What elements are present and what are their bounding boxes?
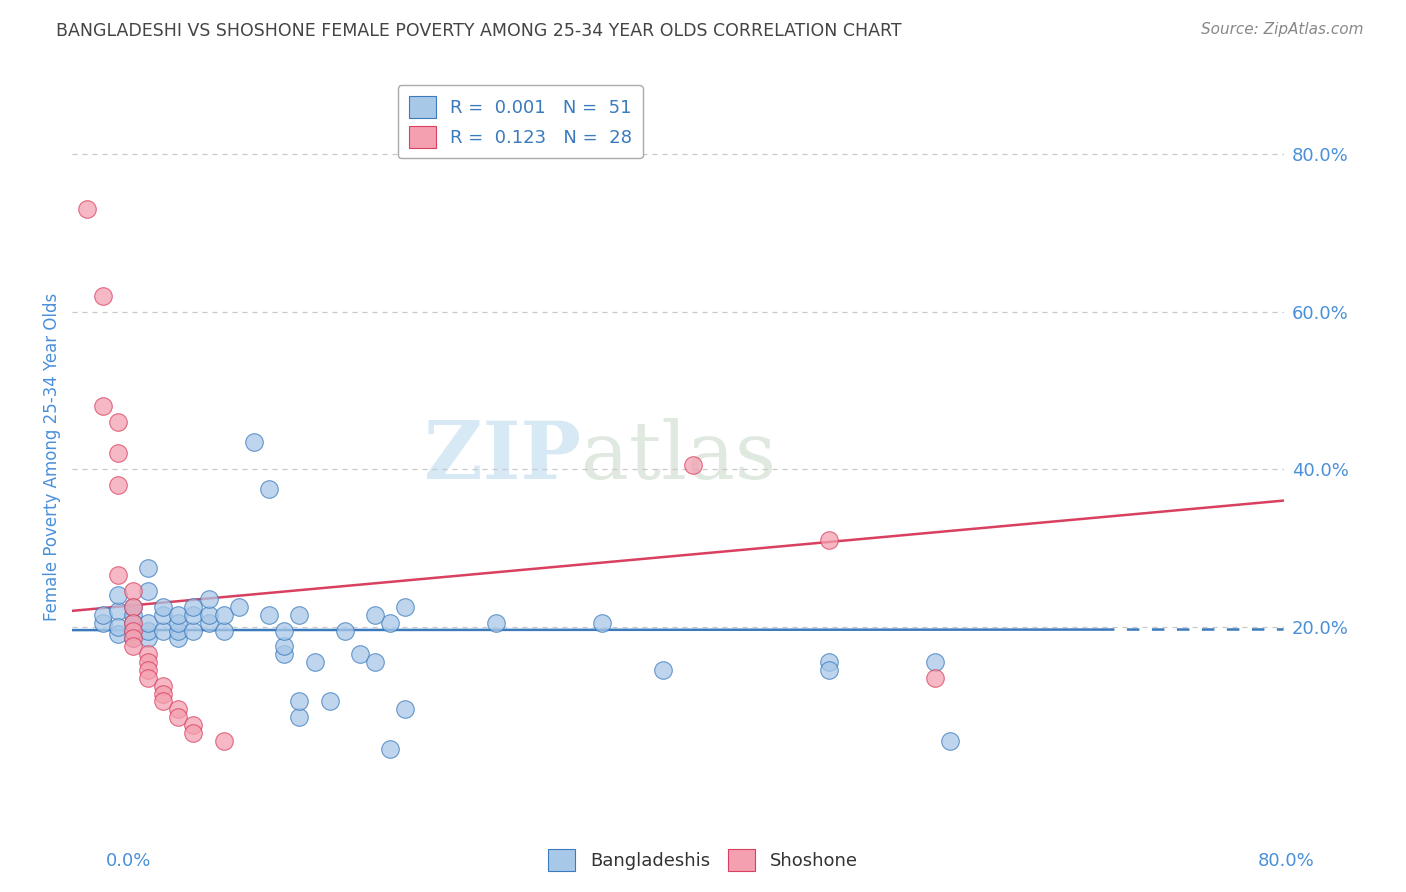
Point (167, 632, 190, 646)
Point (136, 584, 159, 599)
Point (107, 415, 129, 429)
Point (121, 584, 143, 599)
Point (107, 446, 129, 460)
Point (152, 694, 174, 708)
Point (121, 624, 143, 638)
Point (121, 624, 143, 638)
Point (318, 694, 340, 708)
Point (304, 655, 326, 669)
Point (333, 624, 356, 638)
Point (183, 599, 205, 614)
Point (121, 640, 143, 654)
Point (273, 624, 295, 638)
Point (183, 607, 205, 622)
Point (212, 624, 235, 638)
Text: Source: ZipAtlas.com: Source: ZipAtlas.com (1201, 22, 1364, 37)
Point (212, 733, 235, 747)
Point (273, 640, 295, 654)
Point (136, 615, 159, 630)
Point (152, 624, 174, 638)
Point (183, 718, 205, 732)
Point (682, 458, 704, 472)
Point (107, 627, 129, 641)
Text: BANGLADESHI VS SHOSHONE FEMALE POVERTY AMONG 25-34 YEAR OLDS CORRELATION CHART: BANGLADESHI VS SHOSHONE FEMALE POVERTY A… (56, 22, 901, 40)
Point (364, 655, 387, 669)
Point (136, 647, 159, 661)
Point (924, 655, 946, 669)
Point (107, 619, 129, 633)
Point (167, 702, 190, 716)
Point (107, 604, 129, 618)
Point (167, 624, 190, 638)
Point (197, 592, 219, 607)
Point (121, 632, 143, 646)
Point (152, 599, 174, 614)
Point (485, 615, 508, 630)
Text: atlas: atlas (581, 418, 776, 496)
Point (136, 663, 159, 677)
Point (924, 671, 946, 685)
Point (91, 615, 114, 630)
Point (288, 607, 311, 622)
Text: 0.0%: 0.0% (105, 852, 150, 870)
Point (91, 399, 114, 413)
Point (183, 624, 205, 638)
Point (76, 202, 98, 217)
Point (183, 726, 205, 740)
Point (364, 607, 387, 622)
Point (394, 599, 416, 614)
Point (257, 607, 280, 622)
Point (394, 702, 416, 716)
Legend: Bangladeshis, Shoshone: Bangladeshis, Shoshone (541, 842, 865, 879)
Point (136, 671, 159, 685)
Point (107, 568, 129, 582)
Point (818, 663, 841, 677)
Point (380, 615, 402, 630)
Point (121, 615, 143, 630)
Point (167, 710, 190, 724)
Point (380, 741, 402, 756)
Point (197, 607, 219, 622)
Text: 80.0%: 80.0% (1258, 852, 1315, 870)
Text: ZIP: ZIP (425, 418, 581, 496)
Point (152, 607, 174, 622)
Y-axis label: Female Poverty Among 25-34 Year Olds: Female Poverty Among 25-34 Year Olds (44, 293, 60, 622)
Point (91, 607, 114, 622)
Point (818, 533, 841, 547)
Point (121, 632, 143, 646)
Point (136, 632, 159, 646)
Point (152, 687, 174, 701)
Point (91, 289, 114, 303)
Point (197, 615, 219, 630)
Point (273, 647, 295, 661)
Point (591, 615, 613, 630)
Point (228, 599, 250, 614)
Point (349, 647, 371, 661)
Point (121, 599, 143, 614)
Point (121, 615, 143, 630)
Point (136, 624, 159, 638)
Point (167, 615, 190, 630)
Point (818, 655, 841, 669)
Point (288, 710, 311, 724)
Point (152, 679, 174, 693)
Point (939, 733, 962, 747)
Legend: R =  0.001   N =  51, R =  0.123   N =  28: R = 0.001 N = 51, R = 0.123 N = 28 (398, 86, 643, 159)
Point (121, 599, 143, 614)
Point (212, 607, 235, 622)
Point (107, 478, 129, 492)
Point (288, 694, 311, 708)
Point (107, 588, 129, 602)
Point (136, 655, 159, 669)
Point (243, 434, 266, 449)
Point (651, 663, 673, 677)
Point (257, 482, 280, 496)
Point (167, 607, 190, 622)
Point (136, 560, 159, 574)
Point (121, 607, 143, 622)
